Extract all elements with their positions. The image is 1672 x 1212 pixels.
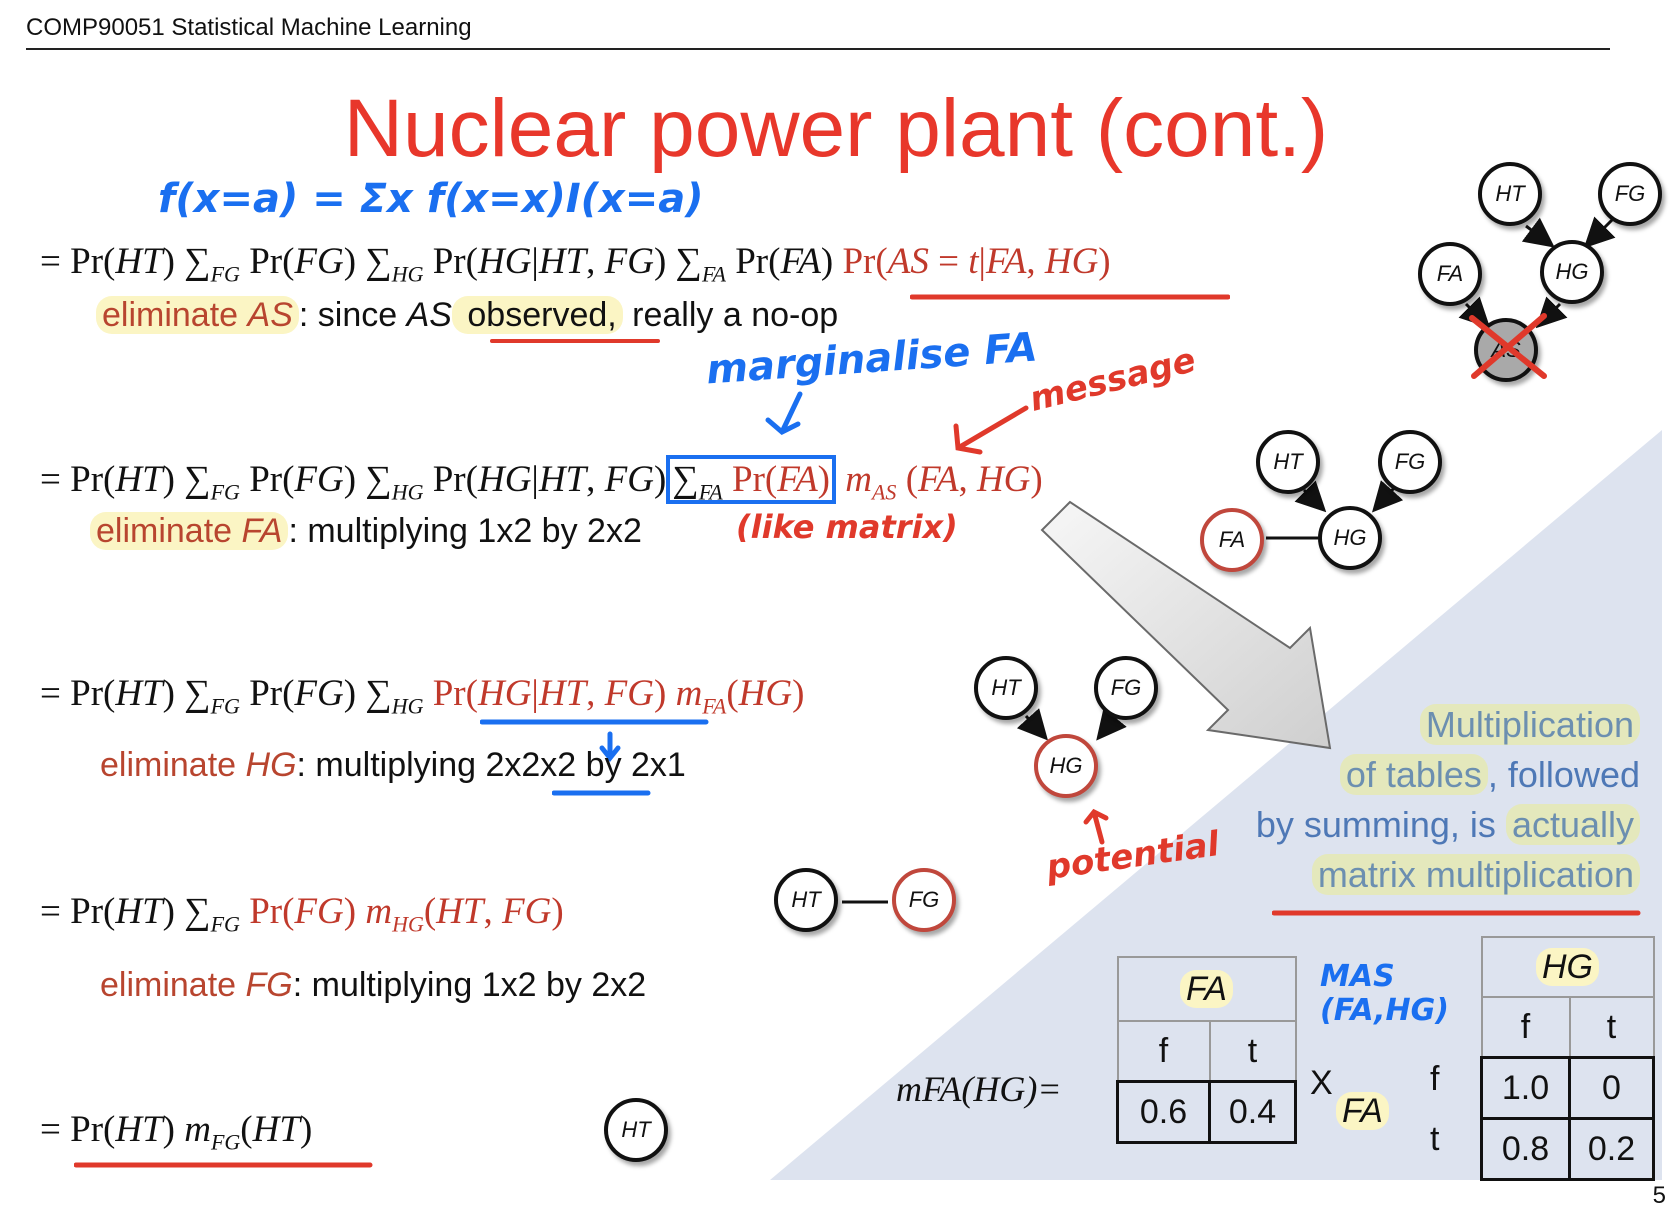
handwritten-like-matrix: (like matrix) — [736, 508, 958, 546]
hg-col-t: t — [1568, 996, 1655, 1059]
hg-value-tt: 0.2 — [1568, 1117, 1655, 1181]
g3-node-hg: HG — [1034, 734, 1098, 798]
g2-node-hg: HG — [1318, 506, 1382, 570]
g1-node-fg: FG — [1598, 162, 1662, 226]
callout-text: Multiplication of tables, followed by su… — [1255, 704, 1640, 895]
equation-3: = Pr(HT) ∑FG Pr(FG) ∑HG Pr(HG|HT, FG) mF… — [40, 673, 805, 719]
underline-eq1 — [910, 294, 1230, 300]
underline-eq5 — [74, 1162, 373, 1168]
handwritten-formula: f(x=a) = Σx f(x=x)I(x=a) — [158, 176, 704, 222]
row-label-f: f — [1430, 1060, 1440, 1098]
g4-node-ht: HT — [774, 868, 838, 932]
underline-observed — [490, 339, 660, 343]
equation-2: = Pr(HT) ∑FG Pr(FG) ∑HG Pr(HG|HT, FG) ∑FA… — [40, 455, 1043, 505]
g2-node-fa: FA — [1200, 508, 1264, 572]
course-header: COMP90051 Statistical Machine Learning — [26, 14, 472, 41]
g2-node-fg: FG — [1378, 430, 1442, 494]
potential-arrow — [1083, 808, 1109, 845]
fa-col-f: f — [1116, 1020, 1211, 1083]
equation-1: = Pr(HT) ∑FG Pr(FG) ∑HG Pr(HG|HT, FG) ∑F… — [40, 241, 1111, 287]
underline-callout — [1272, 910, 1641, 916]
g1-node-ht: HT — [1478, 162, 1542, 226]
g1-node-hg: HG — [1540, 240, 1604, 304]
message-arrow — [953, 405, 1029, 455]
hg-value-ff: 1.0 — [1480, 1056, 1571, 1120]
fa-value-t: 0.4 — [1208, 1080, 1297, 1144]
g2-node-ht: HT — [1256, 430, 1320, 494]
hg-value-tf: 0.8 — [1480, 1117, 1571, 1181]
hg-value-ft: 0 — [1568, 1056, 1655, 1120]
equation-5: = Pr(HT) mFG(HT) — [40, 1109, 313, 1155]
mfa-label: mFA(HG)= — [896, 1069, 1062, 1109]
hg-col-f: f — [1480, 996, 1571, 1059]
cross-out-icon — [1469, 313, 1547, 379]
g4-node-fg: FG — [892, 868, 956, 932]
handwritten-mas: MAS (FA,HG) — [1320, 959, 1449, 1028]
g3-node-ht: HT — [974, 656, 1038, 720]
page-number: 5 — [1652, 1182, 1666, 1209]
equation-4: = Pr(HT) ∑FG Pr(FG) mHG(HT, FG) — [40, 891, 564, 937]
g3-node-fg: FG — [1094, 656, 1158, 720]
g5-node-ht: HT — [604, 1098, 668, 1162]
fa-value-f: 0.6 — [1116, 1080, 1211, 1144]
row-label-t: t — [1430, 1120, 1440, 1158]
g1-node-fa: FA — [1418, 242, 1482, 306]
fa-table-header: FA — [1180, 969, 1233, 1008]
step-3: eliminate HG: multiplying 2x2x2 by 2x1 — [100, 746, 686, 784]
fa-col-t: t — [1208, 1020, 1297, 1083]
times-sign: X — [1310, 1064, 1333, 1102]
header-rule — [26, 48, 1610, 50]
marginalise-arrow — [765, 391, 803, 435]
underline-2x2x2 — [552, 790, 651, 796]
step-2: eliminate FA: multiplying 1x2 by 2x2 — [90, 512, 642, 551]
hg-table-header: HG — [1536, 947, 1599, 986]
underline-eq3 — [480, 719, 709, 763]
big-arrow — [1040, 500, 1332, 750]
row-var-fa: FA — [1336, 1092, 1389, 1131]
step-4: eliminate FG: multiplying 1x2 by 2x2 — [100, 966, 647, 1004]
slide-title: Nuclear power plant (cont.) — [343, 83, 1329, 174]
step-1: eliminate AS: since AS observed, really … — [96, 296, 838, 335]
